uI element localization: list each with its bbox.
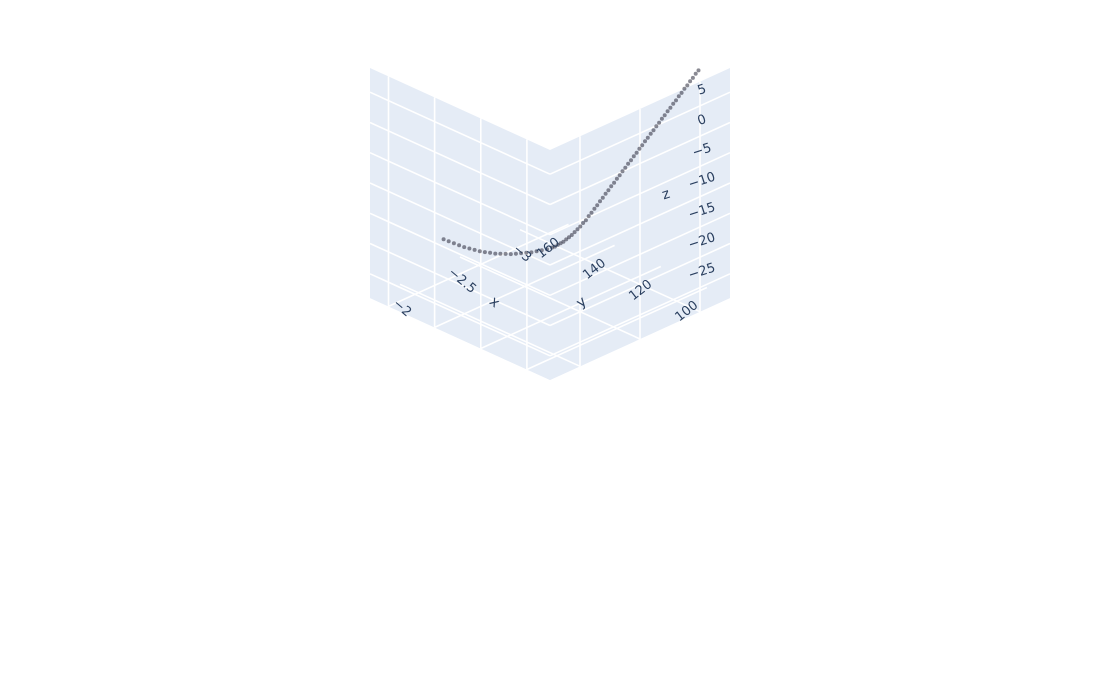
data-point <box>645 135 650 140</box>
z-grid-wall-xz <box>549 273 731 357</box>
data-point <box>457 243 462 248</box>
z-grid-wall-xz <box>549 242 731 327</box>
data-point <box>682 86 687 91</box>
data-point <box>640 143 645 148</box>
data-point <box>657 120 662 125</box>
data-point <box>648 131 653 136</box>
data-point <box>654 124 659 129</box>
z-grid-wall-yz <box>369 212 551 297</box>
data-point <box>626 161 631 166</box>
data-point <box>668 105 673 110</box>
axis-panes <box>370 68 730 380</box>
data-point <box>586 214 591 219</box>
data-point <box>446 239 451 244</box>
data-points <box>441 68 701 257</box>
z-grid-wall-xz <box>549 91 731 175</box>
data-point <box>569 233 574 237</box>
data-point <box>519 251 524 256</box>
data-point <box>451 241 456 246</box>
data-point <box>690 75 695 80</box>
data-point <box>581 221 586 225</box>
z-grid-wall-yz <box>369 242 551 327</box>
data-point <box>688 79 693 84</box>
data-point <box>462 245 467 250</box>
data-point <box>513 251 518 256</box>
data-point <box>555 242 560 247</box>
y-grid-floor <box>434 244 615 329</box>
z-grid-wall-xz <box>549 212 731 297</box>
data-point <box>603 191 608 196</box>
data-point <box>578 224 583 229</box>
data-point <box>609 184 614 189</box>
data-point <box>539 248 544 253</box>
data-point <box>623 165 628 170</box>
y-grid-floor <box>480 265 662 350</box>
z-grid-wall-xz <box>549 182 731 266</box>
z-grid-wall-yz <box>369 91 551 175</box>
data-point <box>643 139 647 144</box>
data-point <box>676 94 681 99</box>
data-point <box>651 128 656 133</box>
data-point <box>472 247 477 252</box>
data-point <box>662 113 667 118</box>
y-grid-floor <box>388 223 569 308</box>
z-grid-wall-xz <box>549 121 731 206</box>
data-point <box>441 237 446 242</box>
data-point <box>620 169 625 174</box>
data-point <box>567 235 571 240</box>
data-point <box>637 146 642 151</box>
data-point <box>679 90 684 95</box>
data-point <box>583 218 588 223</box>
data-point <box>693 71 698 76</box>
data-point <box>493 251 498 256</box>
data-point <box>606 188 611 193</box>
data-point <box>665 109 670 114</box>
z-grid-wall-yz <box>369 182 551 266</box>
x-grid-floor <box>399 283 581 368</box>
z-grid-wall-yz <box>369 151 551 236</box>
data-point <box>503 251 508 256</box>
data-point <box>467 246 472 251</box>
data-point <box>659 116 664 121</box>
z-grid-wall-yz <box>369 121 551 206</box>
x-grid-floor <box>519 228 701 313</box>
data-point <box>482 250 487 255</box>
data-point <box>592 206 597 211</box>
data-point <box>550 245 555 250</box>
data-point <box>598 199 602 204</box>
data-point <box>488 250 493 255</box>
data-point <box>629 158 633 163</box>
data-point <box>696 68 701 73</box>
data-point <box>564 237 569 242</box>
y-grid-floor <box>526 286 708 371</box>
data-point <box>589 210 594 215</box>
z-grid-wall-yz <box>369 273 551 357</box>
data-point <box>545 247 549 252</box>
data-point <box>617 173 622 178</box>
z-axis-title: z <box>660 186 672 203</box>
data-point <box>498 251 503 256</box>
data-point <box>674 98 678 103</box>
data-point <box>529 250 534 255</box>
data-point <box>477 249 482 254</box>
data-point <box>671 101 676 106</box>
data-point <box>595 203 600 208</box>
data-point <box>614 176 619 181</box>
data-point <box>572 230 577 235</box>
data-point <box>634 150 639 155</box>
data-point <box>575 227 580 232</box>
data-point <box>612 180 617 185</box>
z-grid-wall-xz <box>549 151 731 236</box>
data-point <box>524 250 529 255</box>
data-point <box>631 154 636 159</box>
data-point <box>685 83 690 88</box>
x-grid-floor <box>459 256 641 340</box>
data-point <box>534 249 539 254</box>
z-tick-label: −5 <box>691 141 714 161</box>
data-point <box>600 195 605 200</box>
data-point <box>508 252 513 257</box>
